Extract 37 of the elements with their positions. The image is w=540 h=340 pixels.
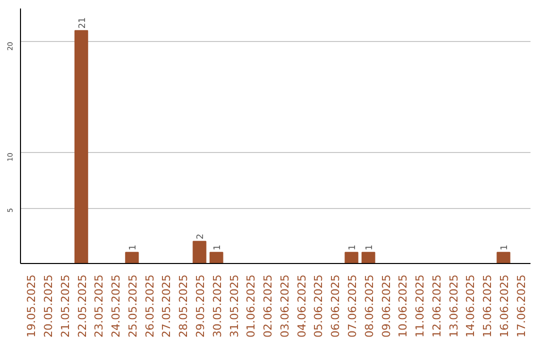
x-tick-label: 19.05.2025 — [25, 274, 38, 338]
x-tick-label: 27.05.2025 — [160, 274, 174, 338]
x-tick-label: 20.05.2025 — [42, 274, 56, 338]
x-tick-label: 25.05.2025 — [126, 274, 140, 338]
x-tick-label: 14.06.2025 — [464, 274, 478, 338]
x-tick-label: 13.06.2025 — [447, 274, 460, 338]
data-label: 1 — [212, 244, 223, 250]
data-label: 1 — [128, 244, 138, 250]
x-tick-label: 11.06.2025 — [414, 274, 427, 338]
x-tick-label: 21.05.2025 — [58, 274, 72, 338]
x-tick-label: 12.06.2025 — [430, 274, 444, 338]
x-tick-label: 07.06.2025 — [346, 274, 359, 338]
x-tick-label: 26.05.2025 — [143, 274, 156, 338]
x-tick-label: 30.05.2025 — [210, 274, 224, 338]
data-label: 21 — [78, 17, 88, 29]
data-label: 1 — [348, 244, 358, 250]
x-tick-label: 04.06.2025 — [295, 274, 308, 338]
x-tick-label: 17.06.2025 — [514, 274, 528, 338]
x-tick-label: 24.05.2025 — [110, 274, 123, 338]
data-label: 2 — [196, 234, 206, 240]
data-label: 1 — [364, 244, 375, 250]
data-label: 1 — [500, 244, 510, 250]
x-tick-label: 22.05.2025 — [76, 274, 89, 338]
x-tick-label: 01.06.2025 — [244, 274, 258, 338]
x-tick-label: 08.06.2025 — [362, 274, 376, 338]
x-tick-label: 03.06.2025 — [278, 274, 292, 338]
x-tick-label: 28.05.2025 — [177, 274, 190, 338]
x-tick-label: 05.06.2025 — [312, 274, 326, 338]
x-tick-label: 06.06.2025 — [329, 274, 342, 338]
x-tick-label: 09.06.2025 — [380, 274, 393, 338]
x-tick-label: 23.05.2025 — [92, 274, 106, 338]
x-tick-label: 31.05.2025 — [228, 274, 241, 338]
x-tick-label: 10.06.2025 — [396, 274, 410, 338]
x-tick-label: 29.05.2025 — [194, 274, 208, 338]
x-tick-label: 15.06.2025 — [481, 274, 494, 338]
x-tick-label: 02.06.2025 — [262, 274, 275, 338]
x-tick-label: 16.06.2025 — [498, 274, 511, 338]
